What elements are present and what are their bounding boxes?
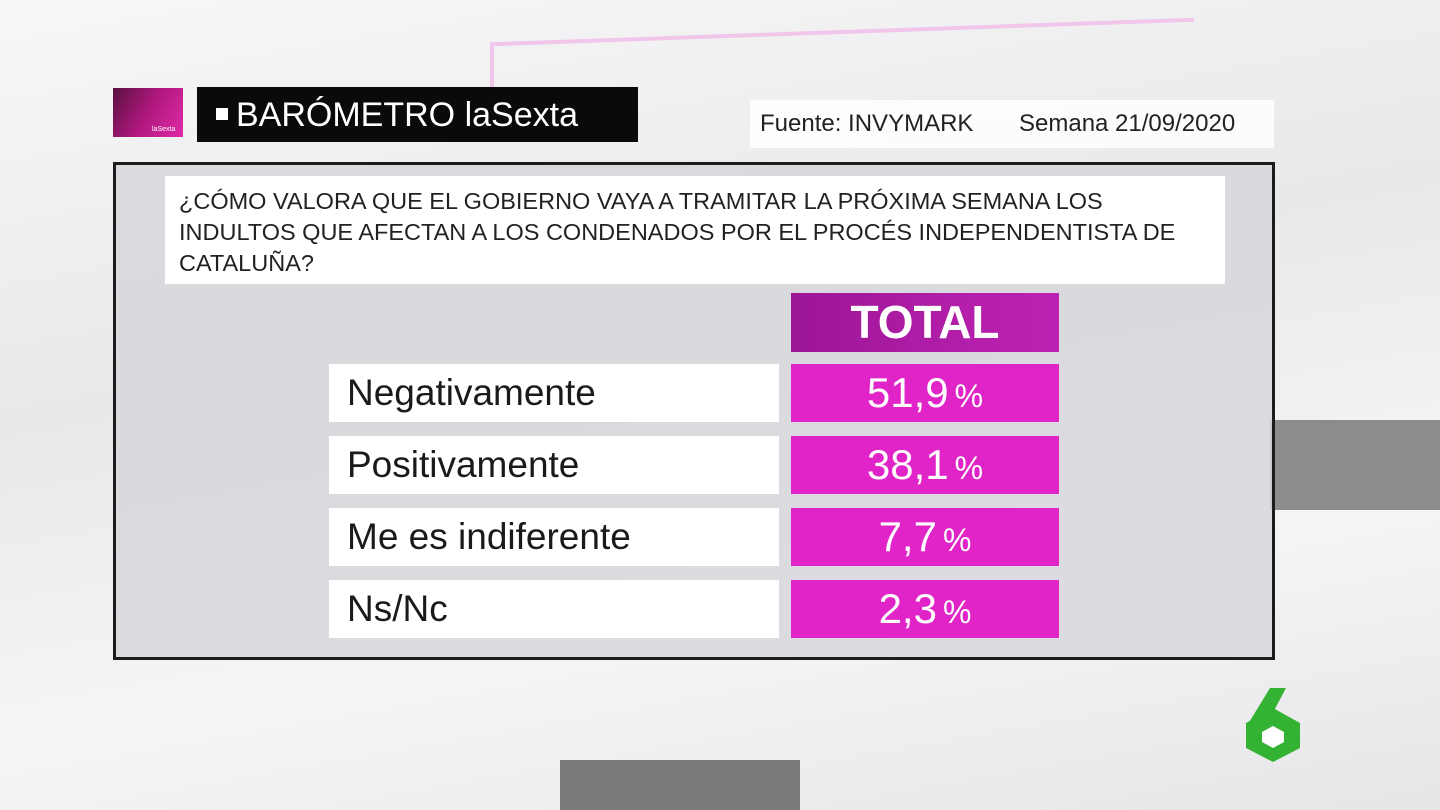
row-value: 51,9 [866,369,949,416]
row-unit: % [954,450,984,486]
row-value-box: 7,7% [791,508,1059,566]
row-value-box: 51,9% [791,364,1059,422]
row-value-box: 38,1% [791,436,1059,494]
background-shape [1270,420,1440,510]
channel-logo [1246,688,1300,762]
brand-box [197,87,638,142]
row-label: Me es indiferente [329,508,779,566]
row-label: Positivamente [329,436,779,494]
brand-square [216,108,228,120]
brand-title: BARÓMETRO laSexta [236,96,578,134]
logo [113,88,183,137]
logo-hole [1262,726,1284,748]
row-unit: % [942,522,972,558]
logo-label: laSexta [152,126,176,133]
week: Semana 21/09/2020 [1019,110,1236,137]
row-unit: % [954,378,984,414]
row-value: 7,7 [878,513,937,560]
column-header: TOTAL [791,293,1059,352]
source-strip [750,100,1274,148]
source: Fuente: INVYMARK [760,110,974,137]
logo-stroke [1248,688,1286,724]
row-value: 38,1 [866,441,949,488]
background-shape [560,760,800,810]
row-unit: % [942,594,972,630]
question: ¿CÓMO VALORA QUE EL GOBIERNO VAYA A TRAM… [165,176,1225,284]
row-value: 2,3 [878,585,937,632]
row-label: Negativamente [329,364,779,422]
row-value-box: 2,3% [791,580,1059,638]
row-label: Ns/Nc [329,580,779,638]
